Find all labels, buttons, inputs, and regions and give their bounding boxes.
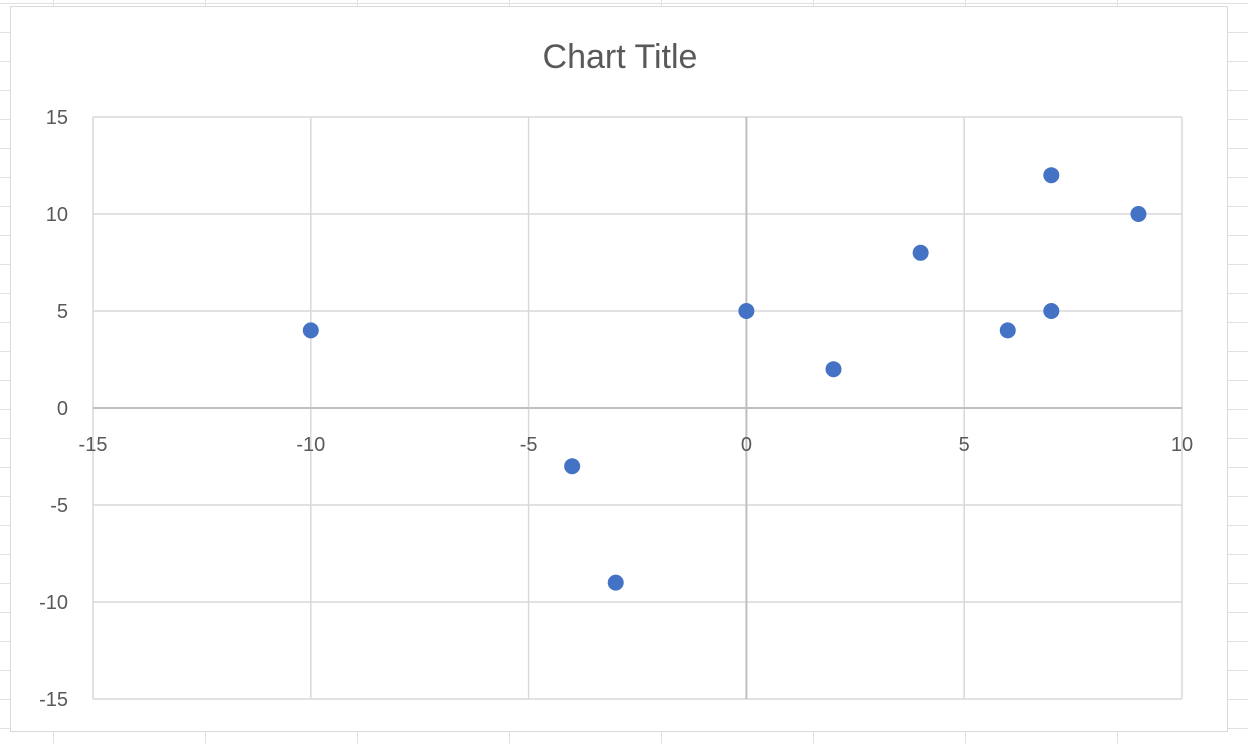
data-point[interactable] bbox=[1043, 303, 1060, 319]
x-tick-label: 10 bbox=[1171, 434, 1193, 456]
data-point[interactable] bbox=[1043, 167, 1060, 184]
data-point[interactable] bbox=[1130, 206, 1147, 222]
chart-area[interactable] bbox=[10, 6, 1228, 732]
x-tick-label: -15 bbox=[79, 434, 108, 456]
data-points bbox=[302, 167, 1147, 591]
x-tick-label: 5 bbox=[959, 434, 970, 456]
x-tick-label: 0 bbox=[741, 434, 752, 456]
data-point[interactable] bbox=[738, 303, 755, 319]
data-point[interactable] bbox=[999, 322, 1016, 339]
data-point[interactable] bbox=[607, 574, 624, 591]
x-tick-label: -10 bbox=[296, 434, 325, 456]
axes bbox=[93, 117, 1182, 699]
chart-title[interactable]: Chart Title bbox=[543, 38, 698, 76]
y-tick-label: -5 bbox=[50, 495, 68, 517]
data-point[interactable] bbox=[825, 361, 842, 378]
y-tick-label: -10 bbox=[39, 592, 68, 614]
y-tick-label: 10 bbox=[46, 204, 68, 226]
data-point[interactable] bbox=[912, 244, 929, 261]
y-tick-label: 5 bbox=[57, 301, 68, 323]
data-point[interactable] bbox=[302, 322, 319, 339]
x-tick-label: -5 bbox=[520, 434, 538, 456]
y-tick-label: 0 bbox=[57, 398, 68, 420]
data-point[interactable] bbox=[564, 458, 581, 475]
y-tick-label: -15 bbox=[39, 689, 68, 711]
tick-labels: -15 -10 -5 0 5 10 -15 -10 -5 0 5 10 15 bbox=[39, 107, 1193, 711]
y-tick-label: 15 bbox=[46, 107, 68, 129]
